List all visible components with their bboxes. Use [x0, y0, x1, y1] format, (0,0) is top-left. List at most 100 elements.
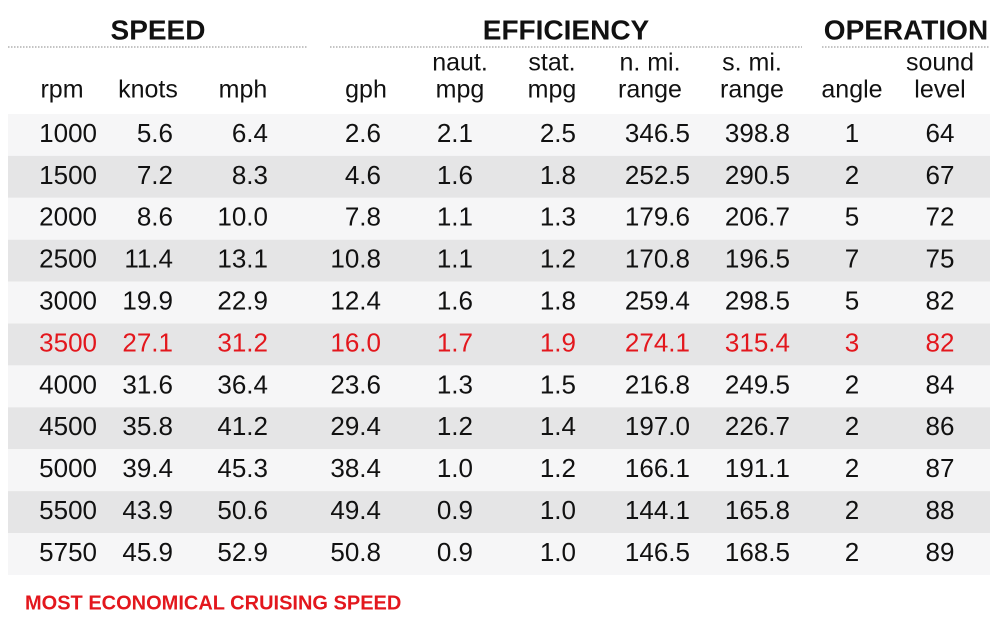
table-cell: 3000: [39, 285, 97, 315]
table-cell: 2: [845, 369, 859, 399]
table-cell: 86: [926, 411, 955, 441]
table-cell: 5000: [39, 453, 97, 483]
table-cell: 38.4: [330, 453, 381, 483]
table-cell: 23.6: [330, 369, 381, 399]
table-cell: 1: [845, 118, 859, 148]
table-cell: 346.5: [625, 118, 690, 148]
table-cell: 191.1: [725, 453, 790, 483]
table-cell: 2: [845, 495, 859, 525]
table-cell: 0.9: [437, 495, 473, 525]
row-background: [8, 533, 990, 575]
table-cell: 45.3: [217, 453, 268, 483]
table-cell: 50.8: [330, 537, 381, 567]
row-background: [8, 449, 990, 492]
table-cell: 1.0: [540, 537, 576, 567]
table-cell: 3: [845, 327, 859, 357]
row-background: [8, 365, 990, 408]
table-cell: 170.8: [625, 244, 690, 274]
table-cell: 31.6: [122, 369, 173, 399]
row-background: [8, 239, 990, 282]
table-cell: 27.1: [122, 327, 173, 357]
table-cell: 146.5: [625, 537, 690, 567]
table-cell: 216.8: [625, 369, 690, 399]
table-cell: 10.0: [217, 202, 268, 232]
group-title: OPERATION: [824, 14, 988, 45]
table-cell: 5: [845, 285, 859, 315]
table-cell: 87: [926, 453, 955, 483]
row-background: [8, 491, 990, 533]
table-cell: 1.2: [540, 244, 576, 274]
column-header: mpg: [528, 76, 577, 104]
table-cell: 165.8: [725, 495, 790, 525]
table-cell: 1.6: [437, 285, 473, 315]
table-cell: 1.3: [540, 202, 576, 232]
table-cell: 2.6: [345, 118, 381, 148]
table-cell: 5500: [39, 495, 97, 525]
table-cell: 196.5: [725, 244, 790, 274]
table-cell: 226.7: [725, 411, 790, 441]
column-header: mpg: [436, 76, 485, 104]
table-cell: 4000: [39, 369, 97, 399]
table-cell: 290.5: [725, 160, 790, 190]
table-cell: 75: [926, 244, 955, 274]
table-cell: 5750: [39, 537, 97, 567]
table-cell: 2.1: [437, 118, 473, 148]
table-cell: 1.4: [540, 411, 576, 441]
row-background: [8, 114, 990, 156]
table-cell: 52.9: [217, 537, 268, 567]
row-background: [8, 155, 990, 198]
table-cell: 197.0: [625, 411, 690, 441]
table-cell: 252.5: [625, 160, 690, 190]
table-cell: 2500: [39, 244, 97, 274]
table-cell: 72: [926, 202, 955, 232]
column-header: level: [914, 76, 965, 104]
table-cell: 1500: [39, 160, 97, 190]
table-cell: 49.4: [330, 495, 381, 525]
table-cell: 36.4: [217, 369, 268, 399]
table-cell: 206.7: [725, 202, 790, 232]
table-cell: 64: [926, 118, 955, 148]
table-cell: 1000: [39, 118, 97, 148]
column-header: naut.: [432, 49, 488, 77]
table-cell: 179.6: [625, 202, 690, 232]
row-background: [8, 281, 990, 324]
table-cell: 5: [845, 202, 859, 232]
table-cell: 45.9: [122, 537, 173, 567]
table-cell: 166.1: [625, 453, 690, 483]
column-header: angle: [821, 76, 882, 104]
table-cell: 0.9: [437, 537, 473, 567]
column-header: range: [618, 76, 682, 104]
table-cell: 4.6: [345, 160, 381, 190]
table-cell: 1.9: [540, 327, 576, 357]
table-cell: 13.1: [217, 244, 268, 274]
table-cell: 144.1: [625, 495, 690, 525]
table-cell: 249.5: [725, 369, 790, 399]
column-header: stat.: [528, 49, 575, 77]
table-cell: 2: [845, 537, 859, 567]
table-cell: 1.2: [540, 453, 576, 483]
table-cell: 1.1: [437, 244, 473, 274]
table-cell: 1.5: [540, 369, 576, 399]
table-cell: 2000: [39, 202, 97, 232]
column-header: rpm: [40, 76, 83, 104]
table-cell: 1.3: [437, 369, 473, 399]
table-cell: 5.6: [137, 118, 173, 148]
table-cell: 1.8: [540, 285, 576, 315]
table-cell: 29.4: [330, 411, 381, 441]
table-cell: 3500: [39, 327, 97, 357]
table-cell: 1.1: [437, 202, 473, 232]
table-cell: 39.4: [122, 453, 173, 483]
column-header: n. mi.: [619, 49, 680, 77]
table-cell: 1.7: [437, 327, 473, 357]
table-cell: 1.6: [437, 160, 473, 190]
row-background: [8, 197, 990, 240]
table-cell: 8.3: [232, 160, 268, 190]
table-cell: 1.8: [540, 160, 576, 190]
table-cell: 2: [845, 160, 859, 190]
table-cell: 11.4: [124, 244, 173, 274]
table-cell: 7.8: [345, 202, 381, 232]
table-cell: 12.4: [330, 285, 381, 315]
table-cell: 22.9: [217, 285, 268, 315]
table-cell: 1.2: [437, 411, 473, 441]
